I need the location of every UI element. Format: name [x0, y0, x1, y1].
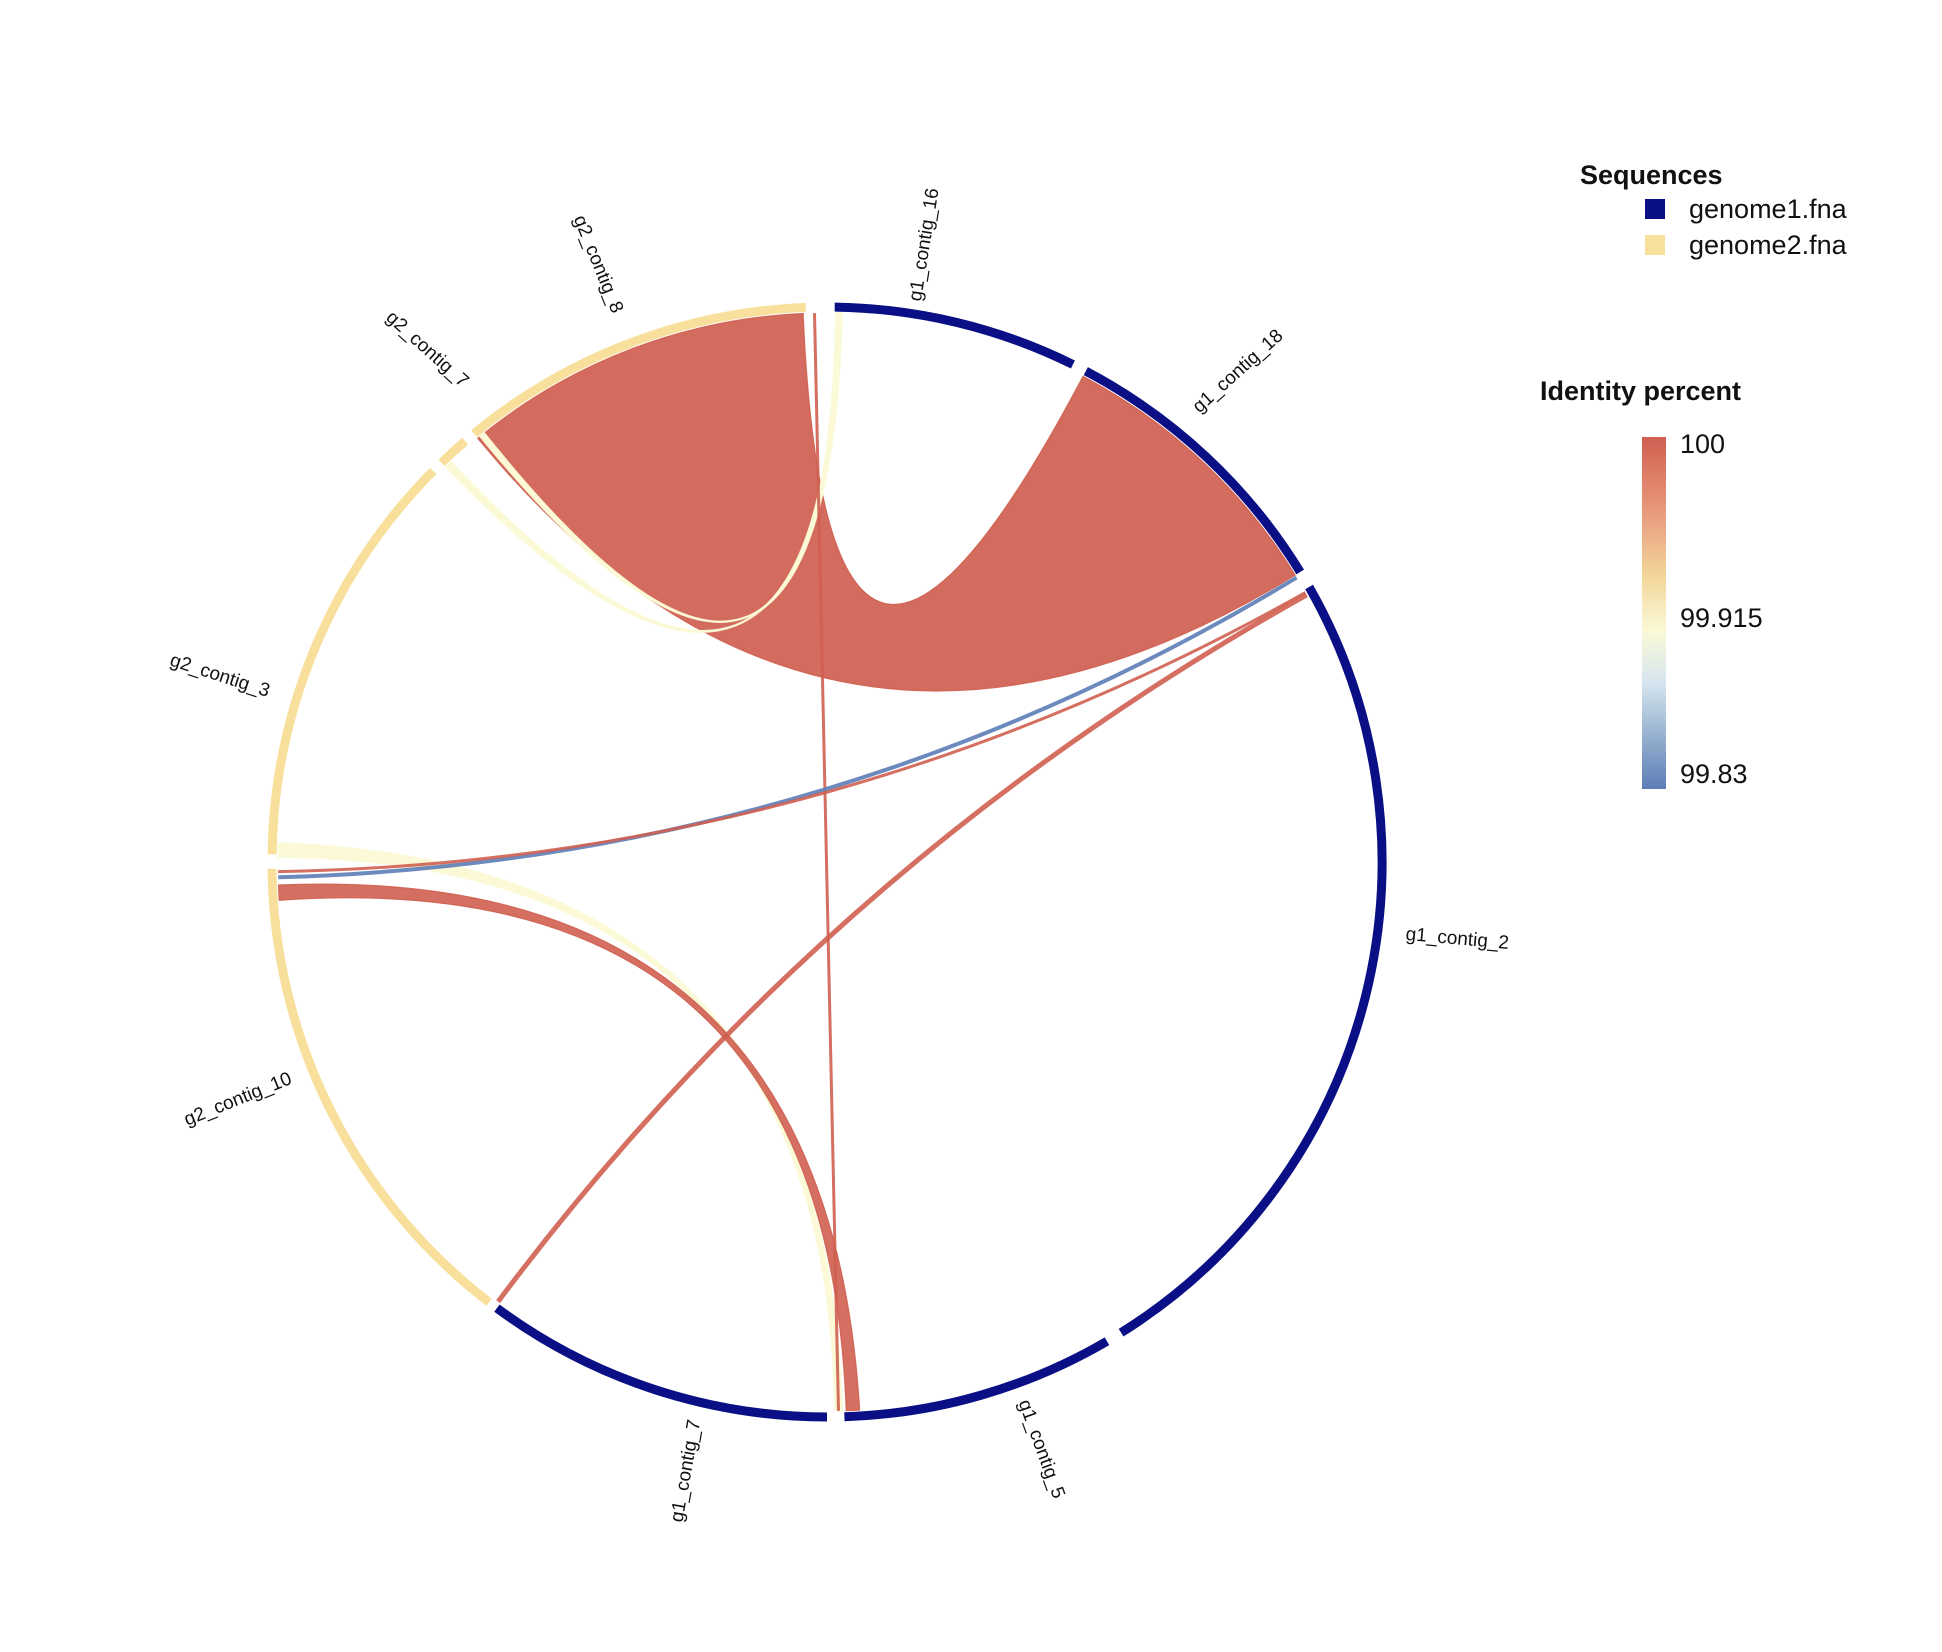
sequence-arcs: [267, 302, 1387, 1422]
label-g1-contig-18: g1_contig_18: [1189, 325, 1288, 417]
arc-g2-contig-8: [471, 302, 806, 438]
label-g1-contig-7: g1_contig_7: [667, 1418, 706, 1524]
label-g1-contig-16: g1_contig_16: [905, 187, 944, 303]
link-g2-contig-8-g1-contig-5: [813, 313, 840, 1411]
sequences-legend-title: Sequences: [1580, 160, 1723, 190]
legend-entry-label: genome2.fna: [1689, 229, 1847, 260]
label-g2-contig-3: g2_contig_3: [167, 650, 272, 702]
link-g2-contig-10-g1-contig-18: [278, 575, 1298, 880]
sequences-legend: Sequences genome1.fna genome2.fna: [1540, 160, 1870, 263]
identity-tick-max: 100: [1680, 429, 1726, 459]
link-g1-contig-7-g1-contig-2: [496, 592, 1308, 1304]
identity-gradient-bar: [1642, 437, 1666, 789]
link-g1-contig-18-g2-contig-8: [476, 312, 1296, 692]
label-g1-contig-5: g1_contig_5: [1014, 1397, 1069, 1501]
legend-entry-genome1: genome1.fna: [1645, 191, 1870, 227]
arc-g1-contig-18: [1083, 367, 1305, 575]
identity-legend: Identity percent 100 99.915 99.83: [1540, 376, 1870, 797]
label-g2-contig-10: g2_contig_10: [181, 1068, 295, 1130]
link-g2-contig-7-g1-contig-16: [444, 312, 843, 633]
label-g1-contig-2: g1_contig_2: [1405, 924, 1510, 954]
identity-tick-mid: 99.915: [1680, 603, 1763, 633]
identity-colorbar: 100 99.915 99.83: [1642, 429, 1870, 797]
genome1-swatch: [1645, 199, 1665, 219]
identity-tick-min: 99.83: [1680, 759, 1748, 789]
link-g2-contig-3-g1-contig-5: [277, 842, 843, 1412]
genome2-swatch: [1645, 235, 1665, 255]
link-g2-contig-10-g1-contig-5: [277, 883, 861, 1412]
legend-entry-label: genome1.fna: [1689, 193, 1847, 224]
legend-entry-genome2: genome2.fna: [1645, 227, 1870, 263]
arc-g2-contig-10: [267, 868, 492, 1306]
arc-g2-contig-3: [267, 467, 437, 855]
arc-g1-contig-5: [844, 1337, 1110, 1422]
alignment-links: [277, 312, 1308, 1412]
identity-legend-title: Identity percent: [1540, 376, 1742, 406]
arc-g1-contig-7: [494, 1304, 828, 1422]
arc-g2-contig-7: [438, 437, 469, 467]
arc-g1-contig-2: [1118, 584, 1387, 1337]
label-g2-contig-8: g2_contig_8: [569, 212, 627, 316]
label-g2-contig-7: g2_contig_7: [382, 307, 473, 392]
link-g2-contig-10-g1-contig-2: [278, 591, 1307, 874]
arc-g1-contig-16: [834, 302, 1075, 369]
